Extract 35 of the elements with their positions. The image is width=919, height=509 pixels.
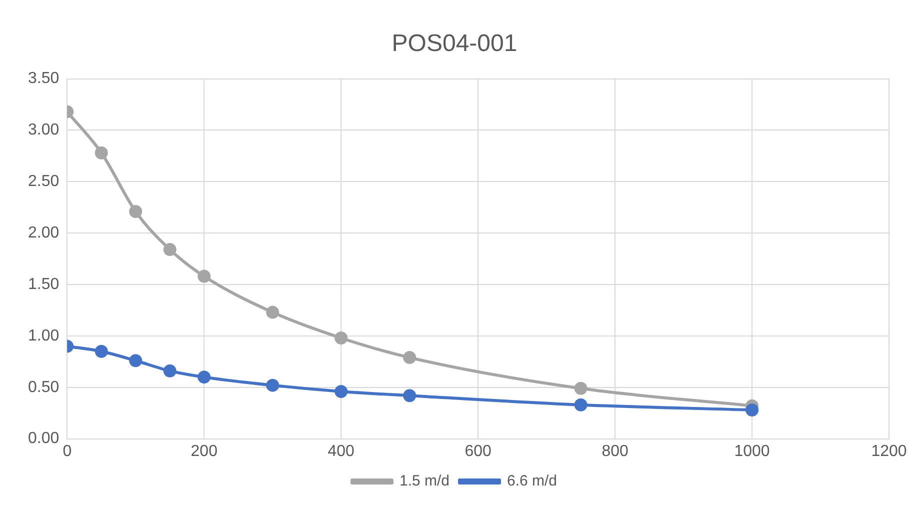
point	[163, 243, 176, 256]
y-tick-label: 2.00	[28, 224, 60, 242]
x-tick-label: 600	[464, 442, 492, 460]
y-tick-label: 1.50	[28, 276, 60, 293]
point	[403, 351, 416, 364]
point	[129, 354, 142, 368]
legend-label: 6.6 m/d	[507, 472, 558, 490]
point	[198, 370, 211, 384]
x-tick-label: 1000	[734, 442, 770, 460]
x-tick-label: 1200	[871, 442, 907, 460]
chart-title: POS04-001	[392, 30, 518, 58]
point	[266, 306, 280, 319]
x-tick-label: 800	[602, 442, 628, 460]
point	[94, 146, 108, 160]
y-tick-label: 3.50	[28, 70, 60, 88]
point	[163, 364, 176, 378]
point	[94, 344, 108, 358]
point	[129, 204, 142, 218]
point	[334, 384, 348, 398]
point	[266, 378, 280, 392]
point	[746, 404, 759, 416]
x-tick-label: 200	[190, 442, 218, 460]
point	[574, 398, 588, 412]
x-tick-label: 400	[328, 442, 355, 460]
y-tick-label: 2.50	[28, 173, 60, 190]
y-tick-label: 3.00	[28, 122, 60, 139]
legend-label: 1.5 m/d	[399, 472, 450, 490]
y-tick-label: 0.50	[28, 378, 60, 396]
point	[198, 270, 211, 283]
y-tick-label: 1.00	[28, 327, 60, 344]
point	[574, 382, 588, 395]
y-tick-label: 0.00	[28, 430, 60, 448]
x-tick-label: 0	[62, 442, 72, 460]
point	[403, 389, 416, 402]
point	[334, 332, 348, 344]
